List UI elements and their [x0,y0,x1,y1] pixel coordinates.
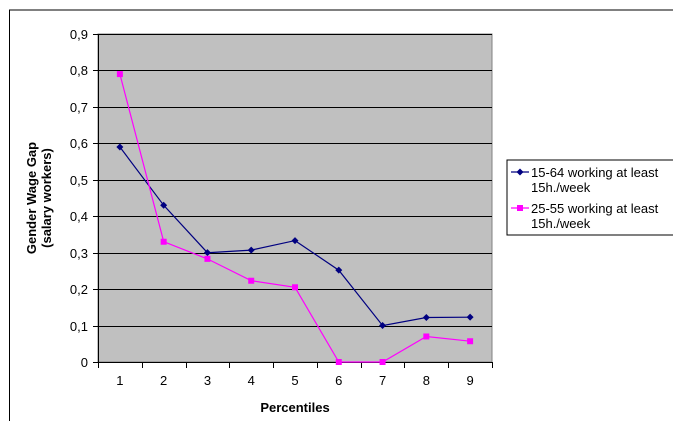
series-2-point [423,333,430,340]
series-layer [116,71,474,365]
gridlines [98,34,492,327]
y-axis-title: Gender Wage Gap (salary workers) [24,142,54,254]
series-1-point [116,143,124,151]
axes [98,34,492,363]
legend-marker-series-1 [516,168,524,176]
y-tick-label: 0,5 [70,173,88,188]
x-tick-label: 5 [291,373,298,388]
y-axis-ticks: 0 0,1 0,2 0,3 0,4 0,5 0,6 0,7 0,8 0,9 [70,27,98,370]
series-1-point [379,322,387,330]
series-2-point [116,71,123,78]
series-2-point [292,284,298,291]
legend-marker-series-2 [517,205,523,211]
series-1 [116,143,474,330]
series-1-point [335,266,343,274]
series-2 [116,71,474,365]
legend-label-series-2-line-2: 15h./week [531,216,591,231]
x-tick-label: 4 [248,373,255,388]
y-tick-label: 0,7 [70,100,88,115]
y-tick-label: 0 [81,355,88,370]
series-2-point [204,255,211,262]
y-tick-label: 0,2 [70,282,88,297]
x-axis-ticks: 1 2 3 4 5 6 7 8 9 [98,362,493,388]
series-1-point [291,237,299,245]
y-axis-title-line-2: (salary workers) [39,148,54,248]
legend-label-series-1-line-2: 15h./week [531,180,591,195]
y-tick-label: 0,4 [70,209,88,224]
x-tick-label: 6 [335,373,342,388]
legend-label-series-1-line-1: 15-64 working at least [531,165,659,180]
x-tick-label: 9 [466,373,473,388]
series-1-point [422,314,430,322]
series-1-point [160,201,168,209]
plot-area [97,33,493,363]
x-axis-title: Percentiles [260,400,329,415]
x-tick-label: 7 [379,373,386,388]
y-tick-label: 0,1 [70,319,88,334]
series-1-point [203,249,211,257]
y-tick-label: 0,8 [70,63,88,78]
legend-label-series-2-line-1: 25-55 working at least [531,201,659,216]
y-tick-label: 0,6 [70,136,88,151]
y-tick-label: 0,9 [70,27,88,42]
series-2-point [160,238,167,245]
legend-item-series-2: 25-55 working at least 15h./week [511,201,659,231]
series-2-point [248,277,255,284]
y-tick-label: 0,3 [70,246,88,261]
y-axis-title-line-1: Gender Wage Gap [24,142,39,254]
legend-box [506,159,673,236]
x-tick-label: 1 [116,373,123,388]
legend: 15-64 working at least 15h./week 25-55 w… [506,159,673,236]
series-1-point [247,246,255,254]
series-2-point [379,359,386,365]
x-tick-label: 2 [160,373,167,388]
series-1-point [466,313,474,321]
x-tick-label: 3 [204,373,211,388]
x-tick-label: 8 [423,373,430,388]
legend-item-series-1: 15-64 working at least 15h./week [511,165,659,195]
series-2-point [467,338,474,345]
series-2-point [335,359,342,365]
